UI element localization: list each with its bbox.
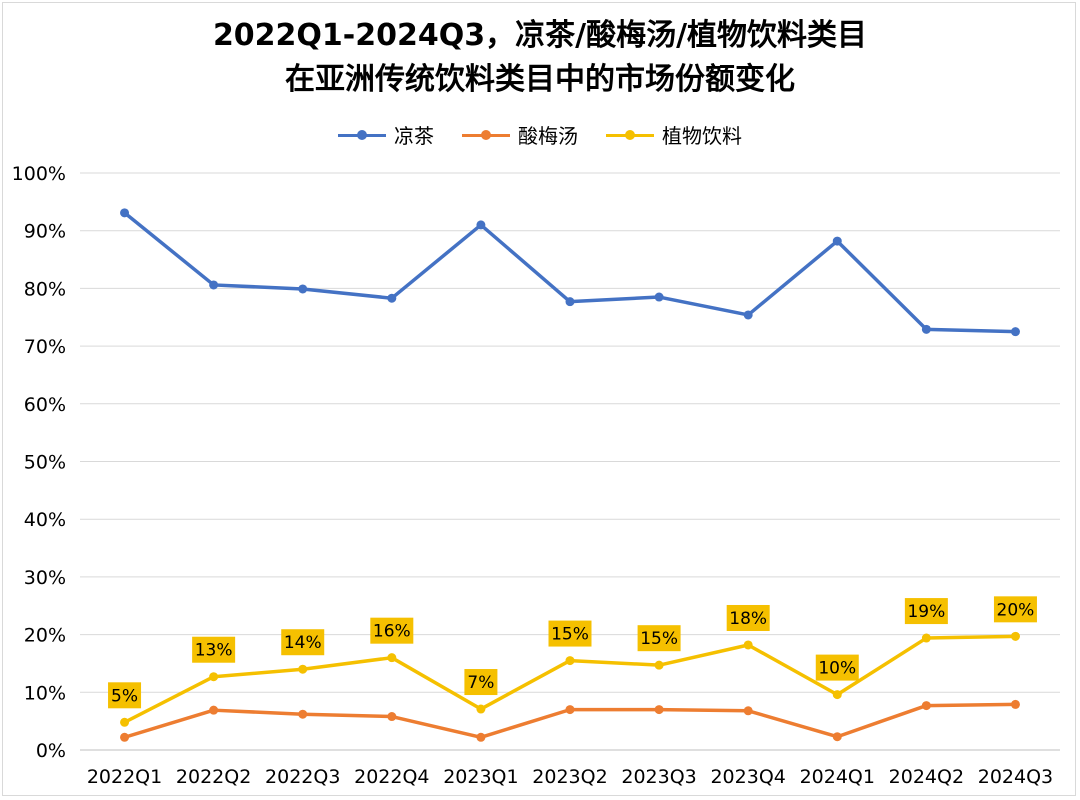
x-tick-label: 2023Q4 xyxy=(710,766,785,788)
legend-label-series-3: 植物饮料 xyxy=(662,124,742,148)
data-point-series-1 xyxy=(387,293,397,303)
y-tick-label: 40% xyxy=(24,509,66,531)
legend-label-series-1: 凉茶 xyxy=(394,124,434,148)
data-point-series-2 xyxy=(120,732,130,742)
data-label-box xyxy=(192,636,236,663)
data-point-series-2 xyxy=(921,701,931,711)
data-point-series-1 xyxy=(209,280,219,290)
data-label-box xyxy=(370,617,414,644)
data-label: 5% xyxy=(111,686,138,706)
data-label-box xyxy=(815,654,859,681)
data-label: 20% xyxy=(997,600,1035,620)
data-label: 15% xyxy=(551,625,589,645)
legend-swatch-series-2 xyxy=(462,125,510,145)
data-label: 19% xyxy=(907,602,945,622)
data-label-box xyxy=(993,596,1037,623)
x-tick-label: 2022Q4 xyxy=(354,766,429,788)
data-point-series-2 xyxy=(298,709,308,719)
data-point-series-3 xyxy=(921,633,931,643)
x-tick-label: 2023Q3 xyxy=(621,766,696,788)
legend-item-series-3: 植物饮料 xyxy=(606,120,742,149)
chart-title-line-2: 在亚洲传统饮料类目中的市场份额变化 xyxy=(285,62,795,97)
data-point-series-3 xyxy=(209,672,219,682)
data-label: 13% xyxy=(195,641,233,661)
x-tick-label: 2024Q3 xyxy=(978,766,1053,788)
data-label: 7% xyxy=(467,673,494,693)
data-label-box xyxy=(464,669,498,696)
data-point-series-3 xyxy=(298,664,308,674)
data-point-series-3 xyxy=(1010,631,1020,641)
data-label-box xyxy=(548,620,592,647)
data-label-box xyxy=(904,598,948,625)
y-tick-label: 100% xyxy=(12,163,66,185)
data-point-series-3 xyxy=(654,660,664,670)
data-label: 14% xyxy=(284,633,322,653)
y-tick-label: 90% xyxy=(24,221,66,243)
data-point-series-1 xyxy=(743,310,753,320)
data-point-series-1 xyxy=(476,220,486,230)
data-point-series-3 xyxy=(120,717,130,727)
data-point-series-2 xyxy=(1010,699,1020,709)
y-tick-label: 20% xyxy=(24,625,66,647)
data-label-box xyxy=(108,682,142,709)
data-point-series-3 xyxy=(387,653,397,663)
legend-marker-series-3 xyxy=(625,129,635,140)
data-point-series-2 xyxy=(209,705,219,715)
data-point-series-3 xyxy=(565,656,575,666)
x-tick-label: 2024Q2 xyxy=(889,766,964,788)
data-point-series-3 xyxy=(476,704,486,714)
data-point-series-2 xyxy=(387,712,397,722)
data-label-box xyxy=(637,625,681,652)
data-point-series-1 xyxy=(832,236,842,246)
data-label: 15% xyxy=(640,629,678,649)
data-point-series-1 xyxy=(654,292,664,302)
data-label-box xyxy=(726,604,770,631)
data-point-series-1 xyxy=(565,297,575,307)
data-point-series-2 xyxy=(654,705,664,715)
data-point-series-2 xyxy=(832,732,842,742)
data-label: 18% xyxy=(729,609,767,629)
x-tick-label: 2023Q2 xyxy=(532,766,607,788)
legend-label-series-2: 酸梅汤 xyxy=(518,124,578,148)
data-point-series-1 xyxy=(921,324,931,334)
y-tick-label: 0% xyxy=(36,740,66,762)
data-point-series-2 xyxy=(476,732,486,742)
data-point-series-1 xyxy=(1010,327,1020,337)
legend-item-series-1: 凉茶 xyxy=(338,120,434,149)
legend-swatch-series-1 xyxy=(338,125,386,145)
x-tick-label: 2022Q2 xyxy=(176,766,251,788)
chart-legend: 凉茶 酸梅汤 植物饮料 xyxy=(0,120,1080,149)
y-tick-label: 70% xyxy=(24,336,66,358)
y-tick-label: 30% xyxy=(24,567,66,589)
legend-swatch-series-3 xyxy=(606,125,654,145)
legend-item-series-2: 酸梅汤 xyxy=(462,120,578,149)
legend-marker-series-1 xyxy=(357,129,367,140)
x-tick-label: 2024Q1 xyxy=(800,766,875,788)
data-point-series-3 xyxy=(832,690,842,700)
chart-title-line-1: 2022Q1-2024Q3，凉茶/酸梅汤/植物饮料类目 xyxy=(212,18,868,53)
y-tick-label: 10% xyxy=(24,682,66,704)
y-tick-label: 80% xyxy=(24,278,66,300)
y-tick-label: 60% xyxy=(24,394,66,416)
x-tick-label: 2023Q1 xyxy=(443,766,518,788)
data-point-series-1 xyxy=(298,284,308,294)
data-label: 10% xyxy=(818,659,856,679)
data-label-box xyxy=(281,629,325,656)
y-tick-label: 50% xyxy=(24,452,66,474)
chart-title: 2022Q1-2024Q3，凉茶/酸梅汤/植物饮料类目 在亚洲传统饮料类目中的市… xyxy=(0,14,1080,102)
x-tick-label: 2022Q1 xyxy=(87,766,162,788)
data-point-series-2 xyxy=(743,706,753,716)
legend-marker-series-2 xyxy=(481,129,491,140)
data-label: 16% xyxy=(373,622,411,642)
x-tick-label: 2022Q3 xyxy=(265,766,340,788)
data-point-series-2 xyxy=(565,705,575,715)
data-point-series-3 xyxy=(743,640,753,650)
data-point-series-1 xyxy=(120,208,130,218)
